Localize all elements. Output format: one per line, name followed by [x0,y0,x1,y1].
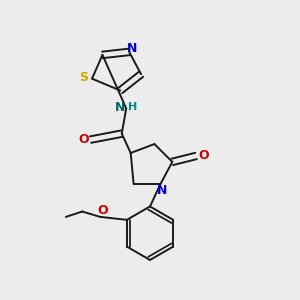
Text: N: N [127,42,137,56]
Text: O: O [97,204,108,217]
Text: O: O [198,149,208,162]
Text: H: H [128,103,137,112]
Text: S: S [79,71,88,84]
Text: N: N [157,184,167,196]
Text: N: N [115,101,125,114]
Text: O: O [79,133,89,146]
